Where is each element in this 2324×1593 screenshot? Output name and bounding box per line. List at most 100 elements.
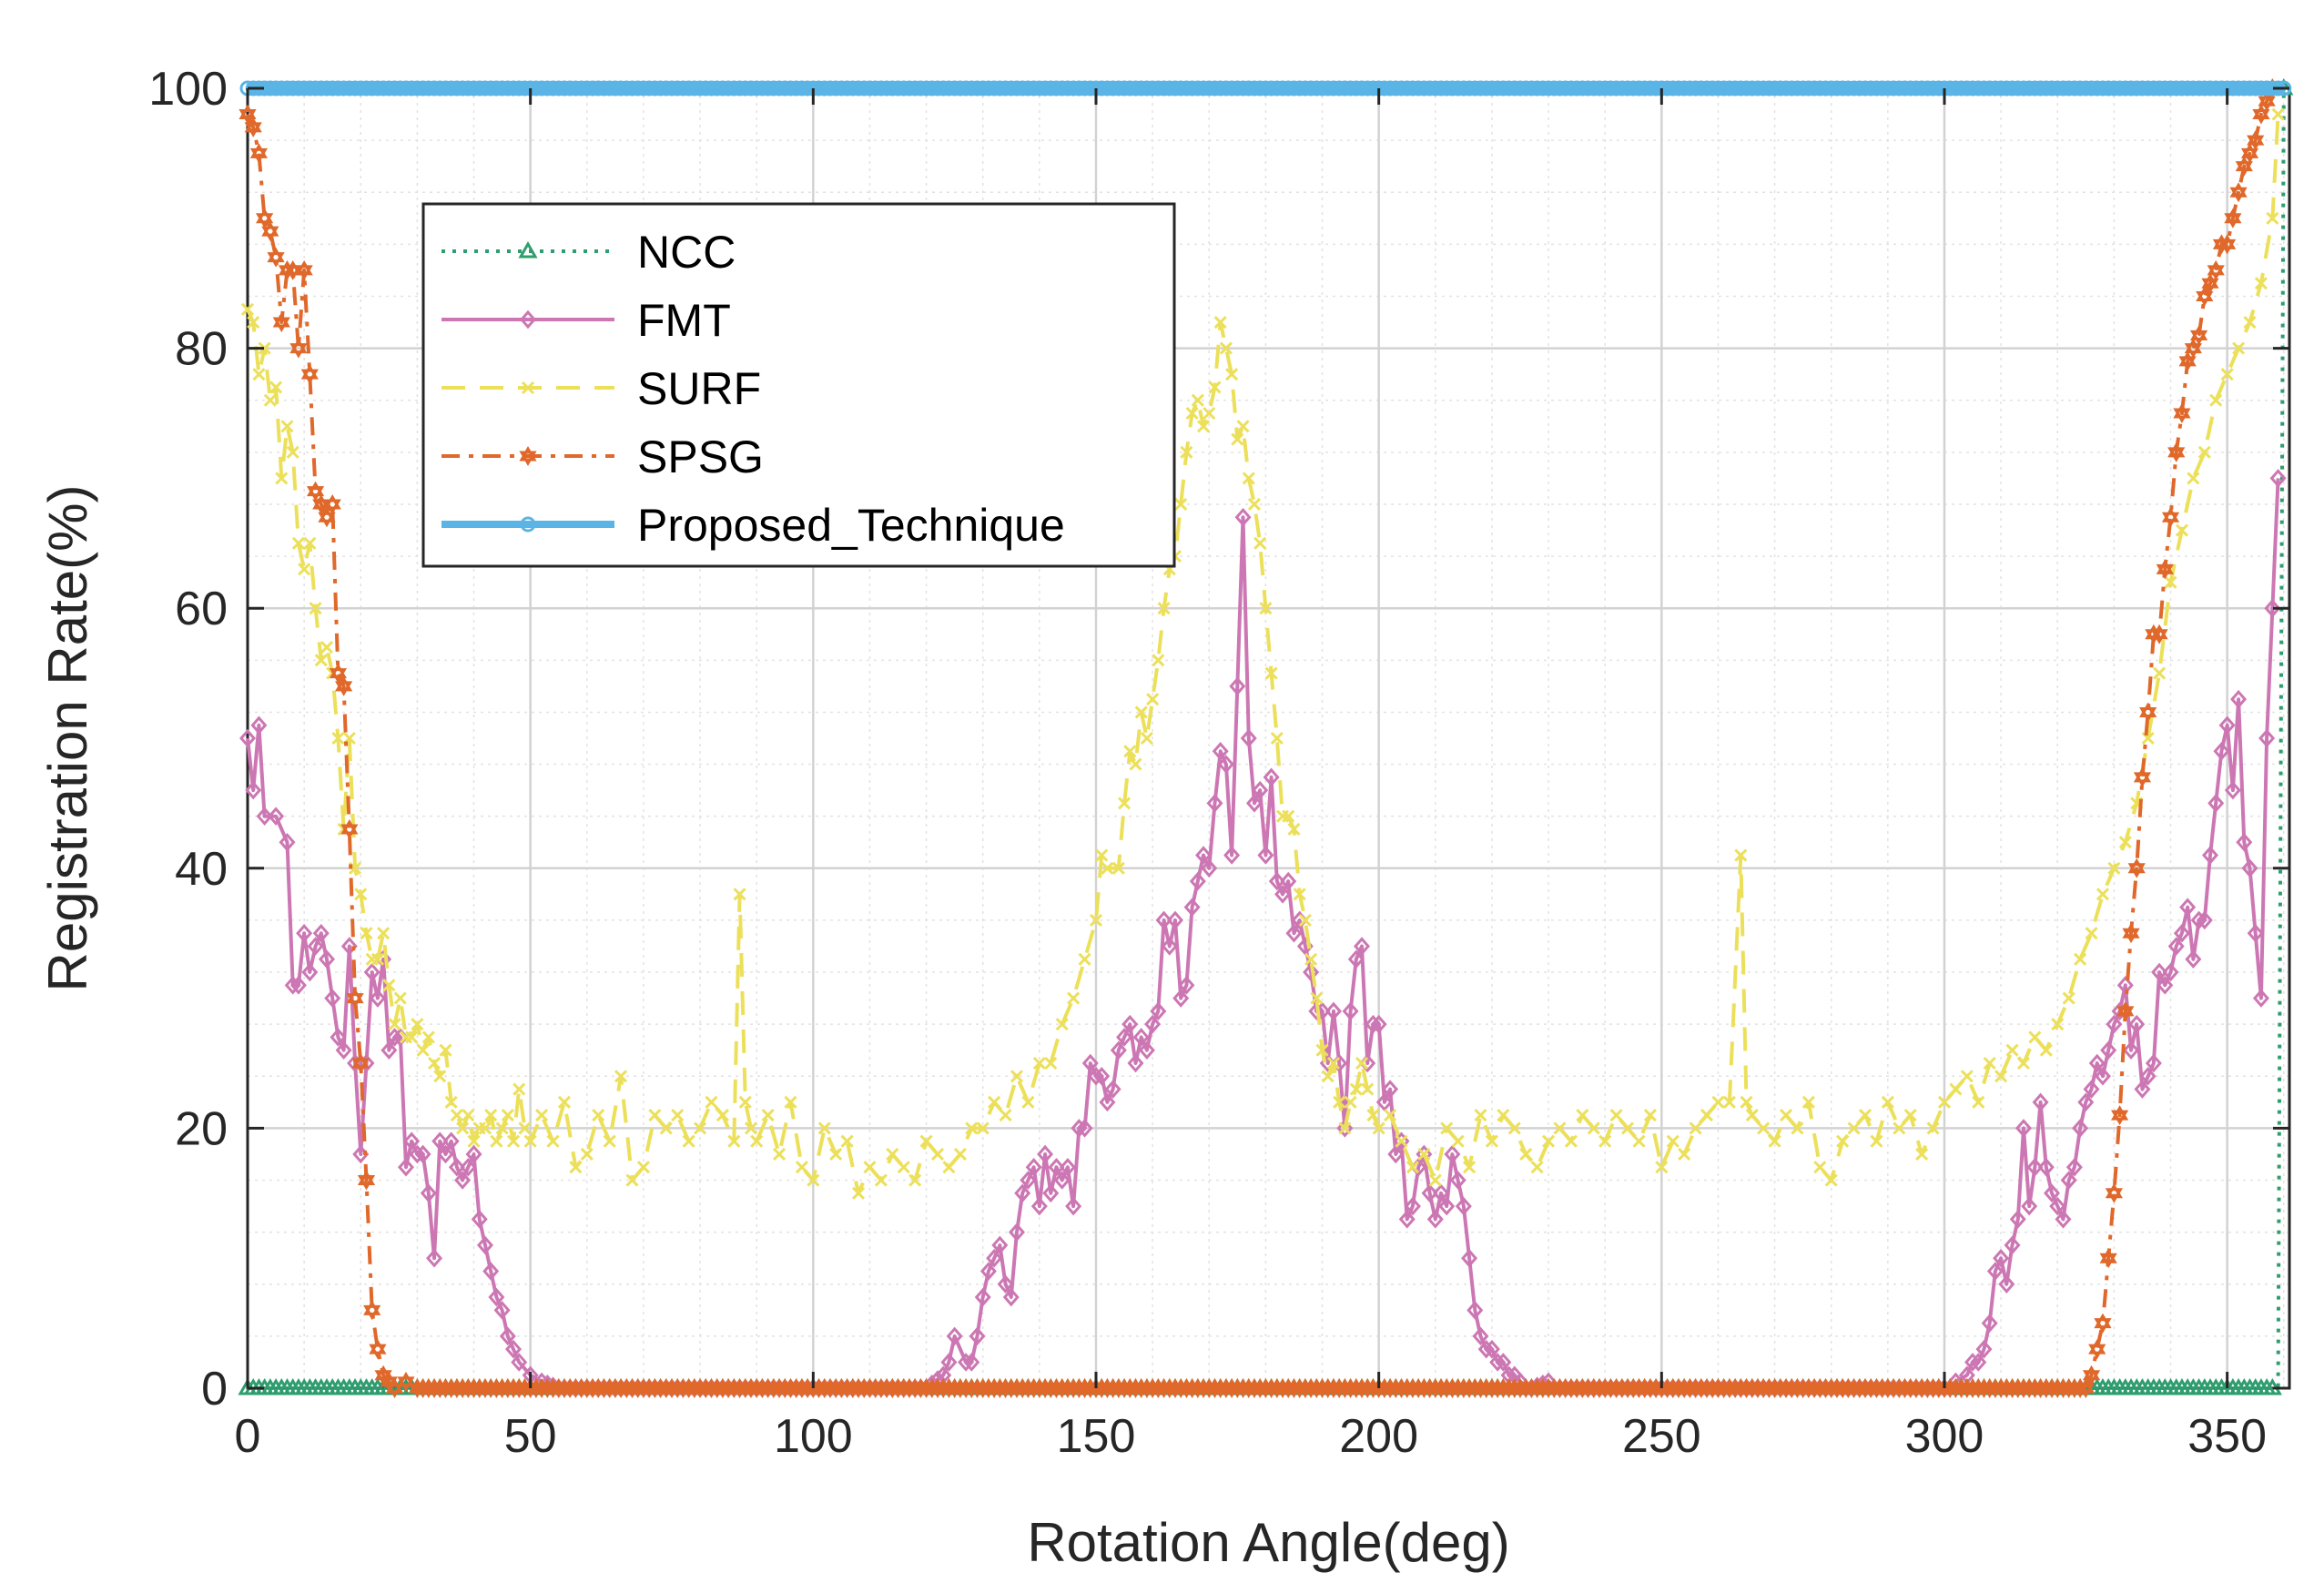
data-point xyxy=(1998,1274,2015,1294)
data-point xyxy=(1406,1161,1420,1174)
data-point xyxy=(240,302,255,316)
data-point xyxy=(958,80,974,96)
data-point xyxy=(2150,624,2168,644)
data-point xyxy=(1428,1173,1442,1187)
data-point xyxy=(1099,80,1115,96)
data-point xyxy=(1896,80,1913,96)
data-point xyxy=(2253,80,2269,96)
data-point xyxy=(2072,80,2088,96)
data-point xyxy=(2128,80,2145,96)
data-point xyxy=(2095,80,2111,96)
data-point xyxy=(346,988,364,1009)
data-point xyxy=(1127,1053,1144,1073)
y-axis-ticks: 0 20 40 60 80 100 xyxy=(148,63,2289,1415)
data-point xyxy=(1750,80,1766,96)
data-point xyxy=(296,923,313,943)
data-point xyxy=(822,80,838,96)
data-point xyxy=(1263,80,1280,96)
data-point xyxy=(1779,1109,1793,1122)
data-point xyxy=(1846,80,1862,96)
data-point xyxy=(2077,1092,2095,1112)
data-point xyxy=(352,80,369,96)
data-point xyxy=(1076,1119,1093,1138)
data-point xyxy=(421,1030,435,1044)
data-point xyxy=(347,80,363,96)
data-point xyxy=(1375,1092,1393,1112)
data-point xyxy=(1422,80,1438,96)
data-point xyxy=(1994,1070,2008,1083)
data-point xyxy=(382,979,396,992)
data-point xyxy=(694,1121,707,1135)
data-point xyxy=(295,259,313,280)
data-point xyxy=(2224,780,2241,800)
data-point xyxy=(2088,1053,2106,1073)
legend-label: Proposed_Technique xyxy=(637,500,1065,551)
data-point xyxy=(1105,80,1121,96)
data-point xyxy=(2241,858,2258,878)
data-point xyxy=(2032,1092,2049,1112)
data-point xyxy=(738,1095,752,1109)
data-point xyxy=(1359,80,1375,96)
data-point xyxy=(1032,1056,1046,1070)
data-point xyxy=(557,1095,572,1109)
data-point xyxy=(748,80,765,96)
data-point xyxy=(2061,80,2077,96)
data-point xyxy=(1263,767,1280,787)
data-point xyxy=(439,1043,452,1057)
data-point xyxy=(1242,472,1255,485)
data-point xyxy=(1602,80,1619,96)
data-point xyxy=(335,675,353,696)
data-point xyxy=(411,1018,424,1031)
data-point xyxy=(1410,80,1426,96)
data-point xyxy=(409,1144,426,1164)
data-point xyxy=(493,1301,511,1320)
data-point xyxy=(421,80,437,96)
data-point xyxy=(1387,1144,1405,1164)
legend-label: FMT xyxy=(637,295,731,346)
data-point xyxy=(289,338,308,359)
data-point xyxy=(958,1353,975,1372)
data-point xyxy=(484,1109,498,1122)
data-point xyxy=(1146,693,1160,706)
data-point xyxy=(488,80,504,96)
data-point xyxy=(991,1235,1009,1255)
data-point xyxy=(546,1134,560,1148)
data-point xyxy=(1461,1248,1478,1268)
data-point xyxy=(437,1144,454,1164)
data-point xyxy=(1355,1056,1369,1070)
y-tick-label: 40 xyxy=(175,843,228,896)
data-point xyxy=(1632,1134,1646,1148)
data-point xyxy=(2065,1157,2083,1177)
data-point xyxy=(2139,1067,2157,1086)
legend-label: SURF xyxy=(637,363,761,414)
data-point xyxy=(518,1121,532,1135)
data-point xyxy=(2083,1080,2100,1099)
data-point xyxy=(1466,80,1483,96)
data-point xyxy=(625,1173,639,1187)
data-point xyxy=(1037,1144,1054,1164)
data-point xyxy=(1315,1043,1329,1057)
data-point xyxy=(1489,1353,1507,1372)
data-point xyxy=(1010,1070,1024,1083)
data-point xyxy=(1993,80,2009,96)
data-point xyxy=(431,1131,449,1151)
data-point xyxy=(1042,1183,1060,1203)
data-point xyxy=(827,80,844,96)
data-point xyxy=(1463,1161,1477,1174)
data-point xyxy=(573,80,590,96)
data-point xyxy=(2163,80,2179,96)
data-point xyxy=(1829,80,1845,96)
data-point xyxy=(2060,1171,2077,1190)
data-point xyxy=(912,80,929,96)
data-point xyxy=(618,80,634,96)
data-point xyxy=(331,731,345,746)
data-point xyxy=(324,80,340,96)
data-point xyxy=(754,80,770,96)
data-point xyxy=(1320,80,1336,96)
data-point xyxy=(1174,497,1188,512)
data-point xyxy=(1862,80,1879,96)
data-point xyxy=(442,1131,460,1151)
data-point xyxy=(1104,1080,1121,1099)
data-point xyxy=(1789,80,1805,96)
